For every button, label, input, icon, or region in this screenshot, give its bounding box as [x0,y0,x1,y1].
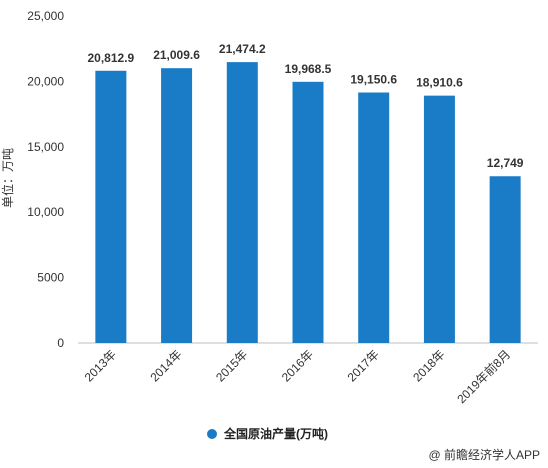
data-label: 12,749 [487,156,524,170]
bar [95,70,127,343]
y-axis-label: 单位：万吨 [0,148,15,208]
x-tick-label: 2013年 [82,347,119,384]
y-tick-label: 15,000 [27,140,64,154]
data-label: 20,812.9 [87,51,134,65]
bar [292,81,324,344]
legend-label: 全国原油产量(万吨) [223,426,328,441]
bar [226,62,258,343]
data-label: 19,150.6 [350,73,397,87]
legend-marker [207,429,217,439]
x-tick-label: 2019年前8月 [454,347,514,407]
x-tick-label: 2016年 [279,347,316,384]
x-tick-label: 2015年 [213,347,250,384]
data-label: 19,968.5 [285,62,332,76]
bar [423,95,455,343]
bar [358,92,390,343]
x-tick-label: 2014年 [147,347,184,384]
legend: 全国原油产量(万吨) [207,426,328,441]
source-credit: @ 前瞻经济学人APP [428,447,540,462]
y-tick-label: 25,000 [27,9,64,23]
y-axis-ticks: 0 5000 10,000 15,000 20,000 25,000 [27,9,64,350]
data-label: 21,474.2 [219,42,266,56]
y-tick-label: 5000 [37,271,64,285]
bar [489,176,521,343]
x-tick-label: 2017年 [345,347,382,384]
bars [95,62,521,344]
data-labels: 20,812.9 21,009.6 21,474.2 19,968.5 19,150.6… [87,42,523,170]
y-tick-label: 20,000 [27,74,64,88]
y-tick-label: 0 [57,336,64,350]
data-label: 21,009.6 [153,48,200,62]
x-tick-label: 2018年 [410,347,447,384]
y-tick-label: 10,000 [27,205,64,219]
data-label: 18,910.6 [416,76,463,90]
bar [161,68,193,344]
x-axis-ticks: 2013年 2014年 2015年 2016年 2017年 2018年 2019年前8月 [82,347,514,407]
